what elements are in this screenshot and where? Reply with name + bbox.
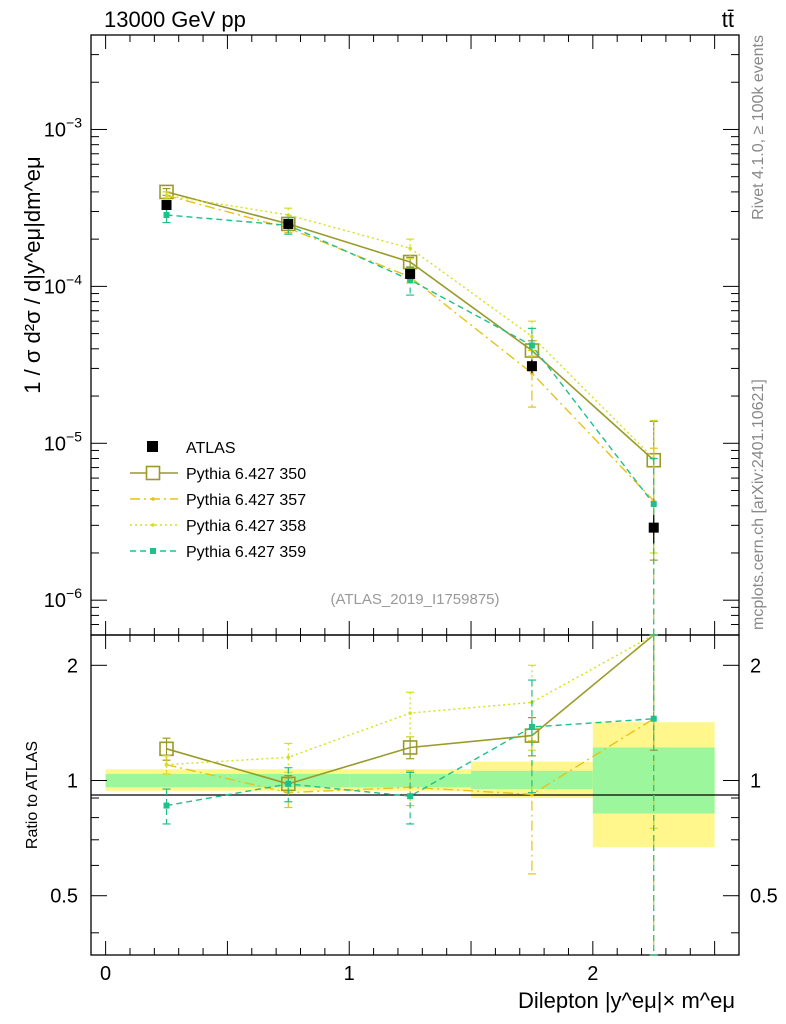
legend-label: Pythia 6.427 359: [186, 544, 306, 561]
legend-swatch-marker: [145, 465, 161, 481]
ratio-y-tick-label: 2: [67, 655, 78, 677]
main-marker: [163, 212, 170, 219]
x-tick-label: 1: [344, 963, 355, 985]
ratio-series-359: [162, 634, 658, 956]
main-marker: [408, 246, 412, 251]
process-label: tt̄: [722, 7, 734, 32]
atlas-data-point: [648, 522, 659, 533]
atlas-data-point: [161, 200, 172, 211]
ratio-marker: [407, 793, 414, 800]
main-series-line: [166, 194, 655, 502]
ratio-band-inner: [105, 773, 228, 788]
rivet-version-label: Rivet 4.1.0, ≥ 100k events: [750, 35, 767, 220]
analysis-id-label: (ATLAS_2019_I1759875): [330, 591, 499, 608]
main-y-axis-label: 1 / σ d²σ / d|y^eμ|dm^eμ: [20, 156, 45, 393]
ratio-series-line: [166, 718, 654, 807]
legend-swatch-marker: [150, 548, 156, 554]
legend-swatch-marker: [151, 497, 155, 501]
main-y-axis-label-text: 1 / σ d²σ / d|y^eμ|dm^eμ: [20, 156, 45, 393]
ratio-y-tick-label-right: 2: [750, 655, 761, 677]
legend-swatch-atlas: [147, 441, 158, 452]
ratio-marker: [528, 723, 535, 730]
atlas-data-point: [405, 268, 416, 279]
energy-label: 13000 GeV pp: [104, 7, 246, 32]
main-y-tick-label: 10−5: [44, 428, 82, 455]
legend-swatch-marker: [151, 523, 155, 527]
main-marker: [286, 213, 291, 217]
ratio-marker: [286, 755, 291, 760]
legend-entry: ATLAS: [147, 440, 236, 457]
axis-tick-layer: 0 1 2 10−6 10−5 10−4 10−3 0.5 0.5 1 1 2 2: [44, 34, 778, 985]
ratio-y-tick-label-right: 1: [750, 771, 761, 793]
legend-entry: Pythia 6.427 358: [130, 518, 306, 535]
ratio-marker: [402, 740, 418, 755]
main-marker: [650, 501, 657, 508]
main-y-tick-label: 10−3: [44, 114, 82, 141]
ratio-marker: [530, 792, 534, 797]
main-y-tick-label: 10−4: [44, 271, 82, 298]
mcplots-label: mcplots.cern.ch [arXiv:2401.10621]: [750, 379, 767, 630]
legend-label: ATLAS: [186, 440, 236, 457]
series-layer: [159, 184, 662, 956]
legend-label: Pythia 6.427 350: [186, 466, 306, 483]
main-marker: [528, 342, 535, 349]
ratio-marker: [408, 711, 412, 715]
legend-label: Pythia 6.427 358: [186, 518, 306, 535]
main-series-line: [166, 191, 655, 461]
main-y-tick-label: 10−6: [44, 585, 82, 612]
legend-label: Pythia 6.427 357: [186, 492, 306, 509]
legend-entry: Pythia 6.427 350: [130, 465, 306, 483]
ratio-marker: [163, 802, 170, 809]
x-tick-label: 2: [587, 963, 598, 985]
main-marker: [530, 334, 534, 339]
x-axis-label: Dilepton |y^eμ|× m^eμ: [518, 988, 735, 1013]
atlas-data-point: [526, 361, 537, 372]
atlas-data-point: [283, 218, 294, 229]
legend-entry: Pythia 6.427 357: [130, 492, 306, 509]
ratio-marker: [650, 715, 657, 722]
legend: ATLAS Pythia 6.427 350 Pythia 6.427 357 Pyt…: [130, 440, 306, 561]
ratio-marker: [285, 780, 292, 787]
main-marker: [407, 276, 414, 283]
main-marker: [164, 193, 169, 198]
main-series-line: [166, 194, 655, 459]
ratio-y-tick-label: 0.5: [50, 886, 78, 908]
ratio-y-tick-label-right: 0.5: [750, 886, 778, 908]
x-tick-label: 0: [100, 963, 111, 985]
ratio-marker: [164, 762, 169, 767]
ratio-y-tick-label: 1: [67, 771, 78, 793]
legend-entry: Pythia 6.427 359: [130, 544, 306, 561]
ratio-y-axis-label: Ratio to ATLAS: [24, 741, 41, 849]
ratio-series-line: [166, 634, 655, 785]
